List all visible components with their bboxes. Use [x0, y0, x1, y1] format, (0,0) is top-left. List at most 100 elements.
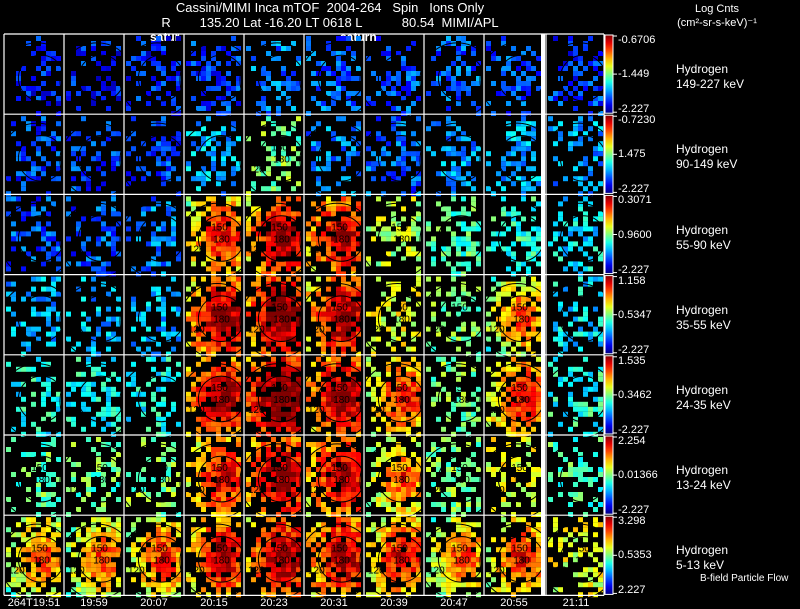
- heatmap-cell: [401, 216, 406, 222]
- heatmap-cell: [406, 166, 411, 172]
- heatmap-cell: [101, 552, 106, 558]
- heatmap-cell: [156, 431, 161, 437]
- heatmap-cell: [126, 76, 131, 81]
- heatmap-cell: [66, 211, 71, 217]
- heatmap-cell: [286, 96, 291, 101]
- heatmap-cell: [36, 557, 41, 563]
- heatmap-cell: [216, 512, 221, 517]
- heatmap-cell: [356, 406, 361, 412]
- heatmap-cell: [511, 371, 516, 377]
- heatmap-cell: [231, 346, 236, 352]
- heatmap-cell: [171, 226, 176, 232]
- heatmap-cell: [71, 477, 76, 482]
- contour-label: 120: [488, 325, 505, 336]
- heatmap-cell: [191, 231, 196, 237]
- contour-label: 150: [31, 543, 48, 554]
- heatmap-cell: [296, 291, 301, 297]
- heatmap-cell: [26, 527, 31, 533]
- heatmap-cell: [426, 276, 431, 282]
- heatmap-cell: [501, 452, 506, 457]
- heatmap-cell: [441, 206, 446, 212]
- heatmap-cell: [471, 206, 476, 212]
- heatmap-cell: [116, 482, 121, 487]
- heatmap-cell: [26, 572, 31, 578]
- heatmap-cell: [531, 497, 536, 502]
- heatmap-cell: [526, 181, 531, 187]
- contour-label: 180: [273, 475, 290, 486]
- heatmap-cell: [326, 477, 331, 482]
- heatmap-cell: [91, 286, 96, 292]
- heatmap-cell: [206, 206, 211, 212]
- heatmap-cell: [266, 171, 271, 177]
- heatmap-cell: [211, 577, 216, 583]
- heatmap-cell: [261, 421, 266, 427]
- heatmap-cell: [231, 552, 236, 558]
- heatmap-cell: [166, 532, 171, 538]
- heatmap-cell: [331, 251, 336, 257]
- heatmap-cell: [151, 351, 156, 357]
- heatmap-cell: [116, 391, 121, 397]
- heatmap-cell: [196, 442, 201, 447]
- heatmap-cell: [151, 261, 156, 267]
- heatmap-cell: [411, 331, 416, 337]
- heatmap-cell: [161, 321, 166, 327]
- heatmap-cell: [401, 151, 406, 157]
- heatmap-cell: [336, 396, 341, 402]
- heatmap-cell: [131, 341, 136, 347]
- heatmap-cell: [271, 266, 276, 272]
- contour-label: 180: [213, 315, 230, 326]
- units-label: Log Cnts: [694, 3, 740, 15]
- heatmap-cell: [76, 106, 81, 111]
- contour-label: 150: [31, 463, 48, 474]
- heatmap-cell: [191, 447, 196, 452]
- heatmap-cell: [521, 86, 526, 91]
- heatmap-cell: [593, 146, 598, 152]
- heatmap-cell: [553, 221, 558, 227]
- heatmap-cell: [96, 366, 101, 372]
- heatmap-cell: [106, 231, 111, 237]
- heatmap-cell: [501, 81, 506, 86]
- heatmap-cell: [81, 326, 86, 332]
- heatmap-cell: [231, 472, 236, 477]
- heatmap-cell: [506, 246, 511, 252]
- heatmap-cell: [281, 346, 286, 352]
- heatmap-cell: [21, 411, 26, 417]
- heatmap-cell: [191, 246, 196, 252]
- heatmap-cell: [36, 311, 41, 317]
- heatmap-cell: [321, 326, 326, 332]
- heatmap-cell: [221, 406, 226, 412]
- heatmap-cell: [516, 86, 521, 91]
- heatmap-cell: [176, 577, 181, 583]
- heatmap-cell: [521, 216, 526, 222]
- heatmap-cell: [91, 341, 96, 347]
- heatmap-cell: [588, 256, 593, 262]
- heatmap-cell: [96, 567, 101, 573]
- heatmap-cell: [536, 396, 541, 402]
- heatmap-cell: [226, 251, 231, 257]
- heatmap-cell: [501, 331, 506, 337]
- heatmap-cell: [401, 492, 406, 497]
- heatmap-cell: [191, 226, 196, 232]
- heatmap-cell: [511, 56, 516, 61]
- heatmap-cell: [431, 462, 436, 467]
- heatmap-cell: [281, 356, 286, 362]
- heatmap-cell: [201, 51, 206, 56]
- heatmap-cell: [46, 472, 51, 477]
- heatmap-cell: [41, 81, 46, 86]
- heatmap-cell: [336, 512, 341, 517]
- heatmap-cell: [516, 291, 521, 297]
- heatmap-cell: [286, 346, 291, 352]
- heatmap-cell: [536, 261, 541, 267]
- heatmap-cell: [226, 507, 231, 512]
- heatmap-cell: [111, 487, 116, 492]
- heatmap-cell: [266, 336, 271, 342]
- heatmap-cell: [196, 211, 201, 217]
- heatmap-cell: [583, 266, 588, 272]
- heatmap-cell: [201, 587, 206, 593]
- heatmap-cell: [486, 311, 491, 317]
- heatmap-cell: [216, 542, 221, 548]
- heatmap-cell: [446, 226, 451, 232]
- heatmap-cell: [26, 547, 31, 553]
- heatmap-cell: [461, 146, 466, 152]
- heatmap-cell: [511, 171, 516, 177]
